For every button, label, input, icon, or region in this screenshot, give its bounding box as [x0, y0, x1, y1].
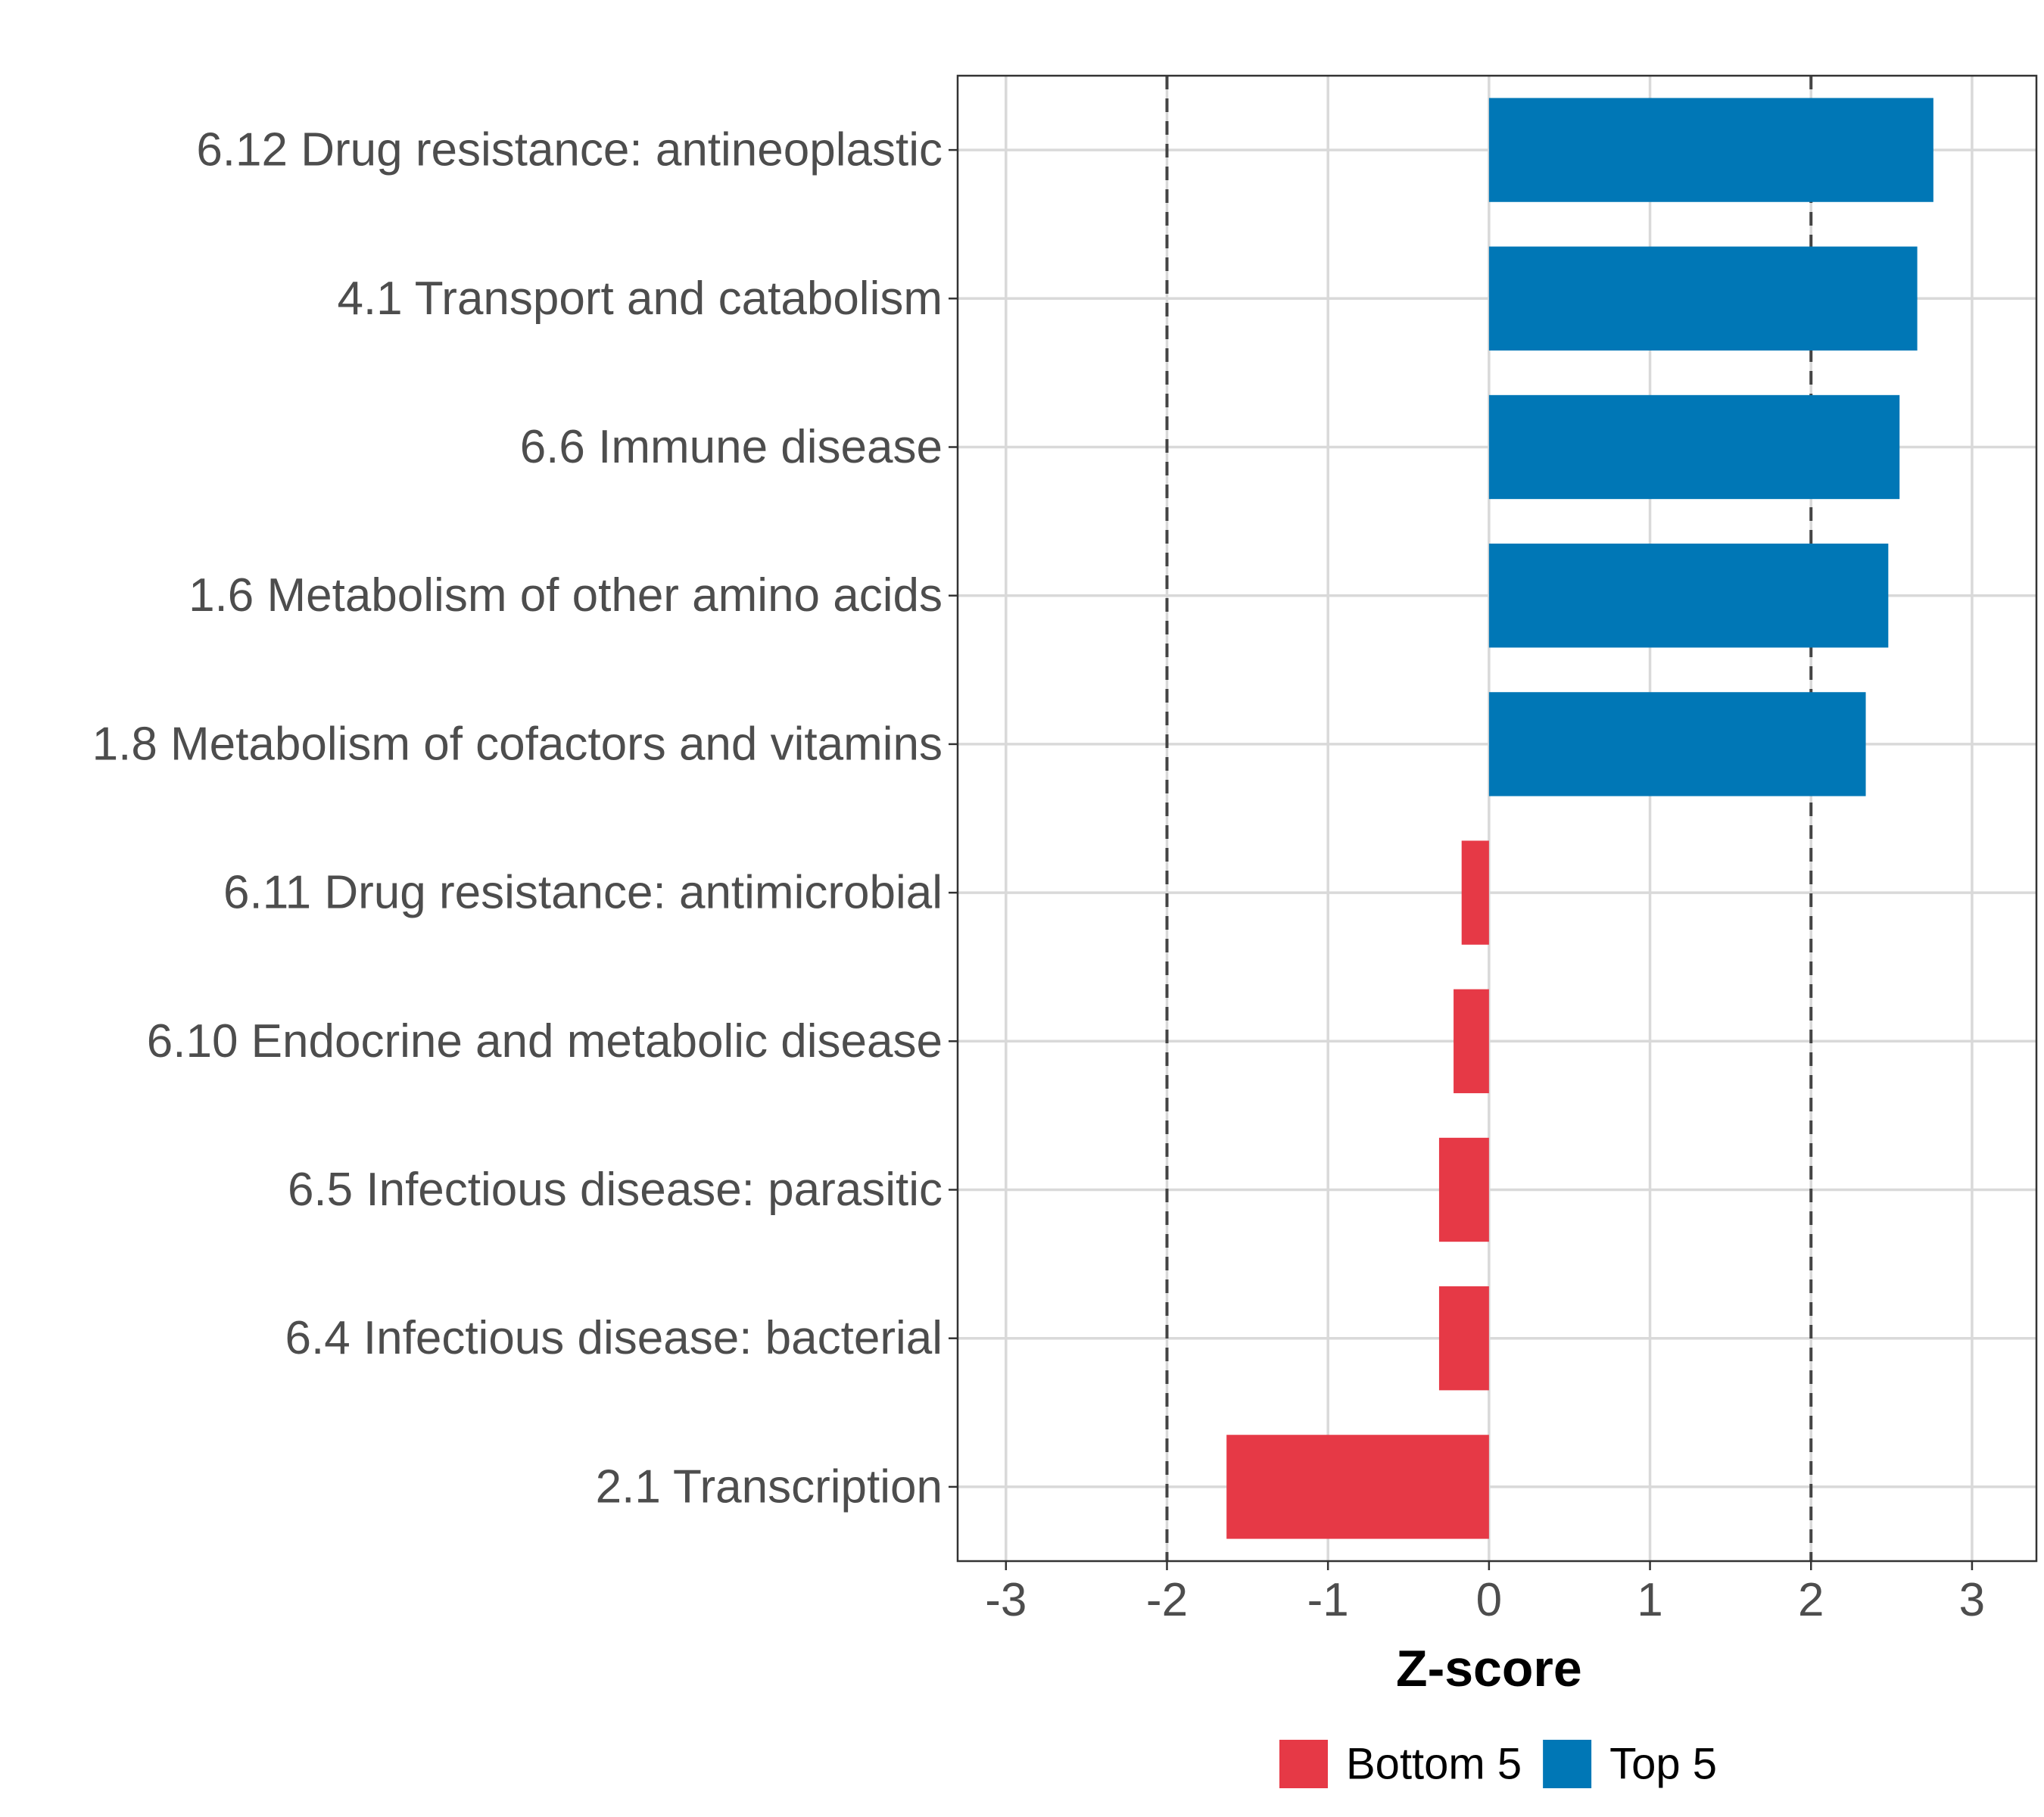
- legend-key: [1543, 1740, 1592, 1788]
- x-axis-title: Z-score: [1396, 1640, 1582, 1697]
- y-tick-label: 1.8 Metabolism of cofactors and vitamins: [92, 718, 943, 770]
- bar: [1488, 544, 1889, 648]
- bar: [1438, 1286, 1489, 1391]
- bar: [1454, 989, 1489, 1093]
- x-tick-label: -3: [985, 1574, 1027, 1626]
- y-tick-label: 6.4 Infectious disease: bacterial: [285, 1312, 943, 1364]
- y-tick-label: 6.11 Drug resistance: antimicrobial: [223, 867, 943, 919]
- x-tick-label: -1: [1307, 1574, 1349, 1626]
- y-tick-label: 2.1 Transcription: [596, 1460, 943, 1513]
- x-tick-label: 1: [1637, 1574, 1662, 1626]
- bar: [1226, 1435, 1489, 1539]
- y-tick-label: 6.12 Drug resistance: antineoplastic: [196, 124, 943, 176]
- y-tick-label: 6.10 Endocrine and metabolic disease: [147, 1015, 943, 1067]
- x-axis: -3 -2 -1 0 1 2 3: [985, 1561, 1985, 1626]
- y-tick-label: 1.6 Metabolism of other amino acids: [189, 569, 943, 622]
- x-tick-label: 0: [1476, 1574, 1502, 1626]
- x-tick-label: 2: [1798, 1574, 1824, 1626]
- legend: Bottom 5 Top 5: [1279, 1740, 1717, 1789]
- bar: [1488, 98, 1933, 202]
- bar: [1461, 840, 1489, 945]
- y-axis: 6.12 Drug resistance: antineoplastic 4.1 …: [92, 124, 958, 1513]
- bar: [1488, 246, 1918, 351]
- x-tick-label: 3: [1959, 1574, 1985, 1626]
- reference-lines: [1165, 76, 1813, 1561]
- bars: [1226, 98, 1933, 1539]
- bar: [1488, 692, 1866, 796]
- y-tick-label: 4.1 Transport and catabolism: [337, 273, 943, 325]
- y-tick-label: 6.5 Infectious disease: parasitic: [288, 1164, 943, 1216]
- legend-label: Top 5: [1609, 1740, 1717, 1789]
- y-tick-label: 6.6 Immune disease: [520, 421, 943, 473]
- bar: [1488, 394, 1900, 500]
- legend-label: Bottom 5: [1346, 1740, 1522, 1789]
- legend-key: [1279, 1740, 1328, 1788]
- x-tick-label: -2: [1146, 1574, 1188, 1626]
- panel-border: [956, 74, 2038, 1563]
- bar: [1438, 1137, 1489, 1242]
